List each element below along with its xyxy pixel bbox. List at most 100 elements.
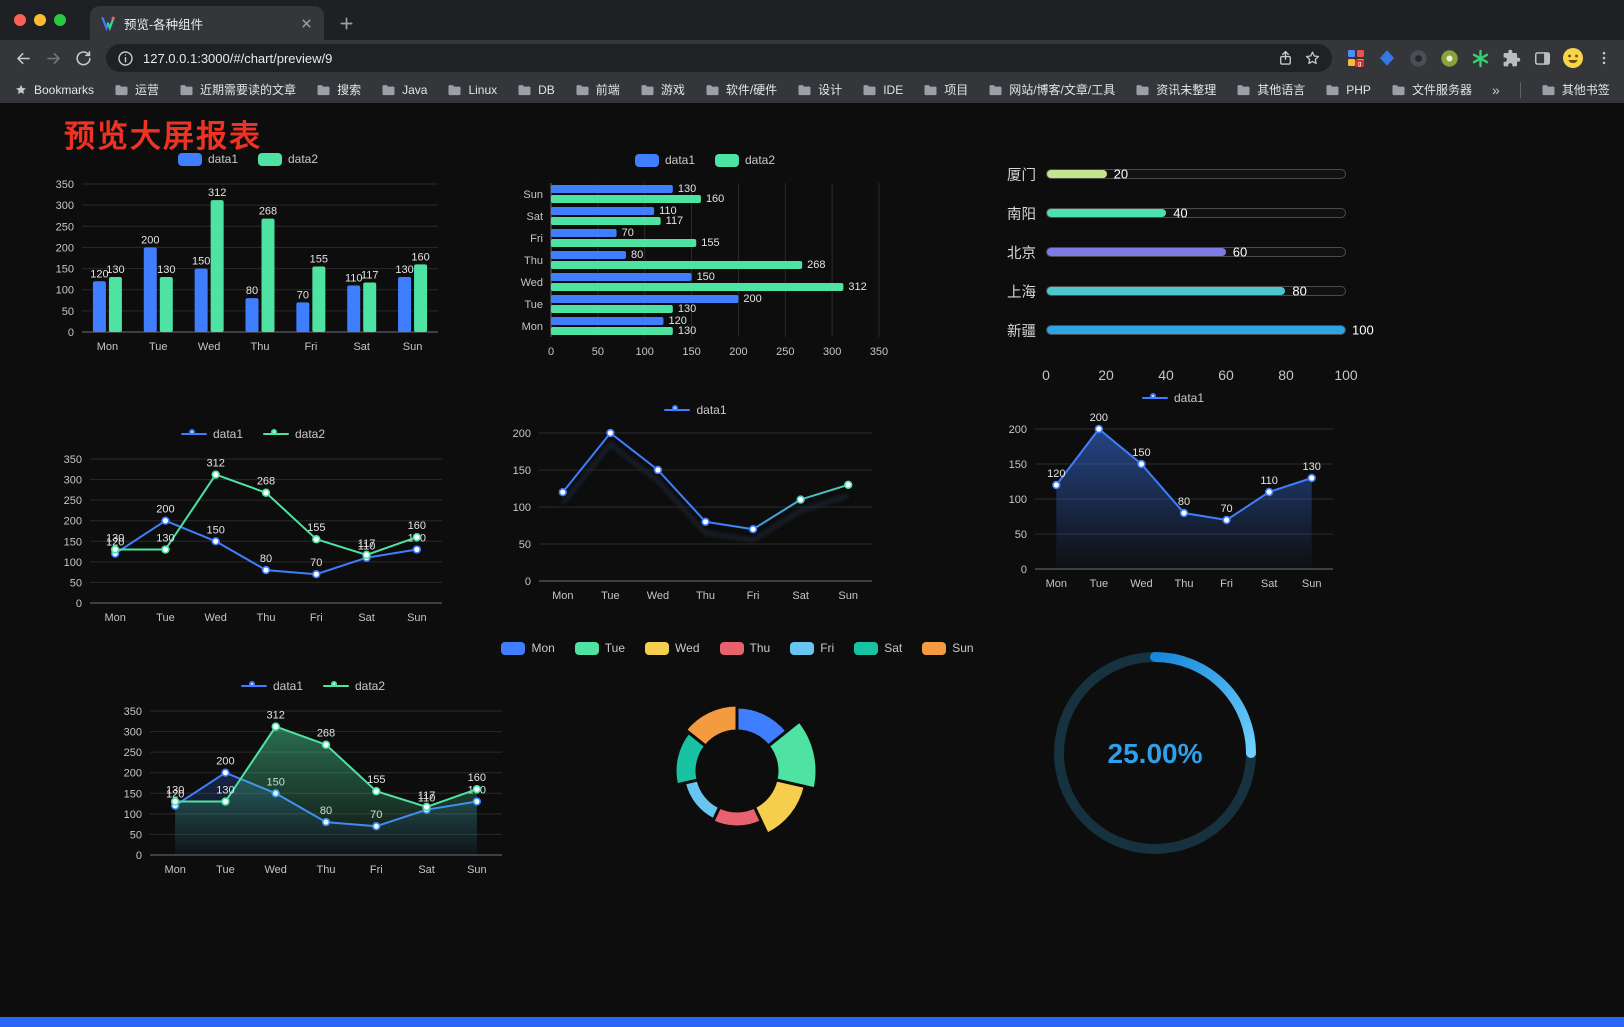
data-point-marker[interactable] [1307,473,1316,483]
bookmark-folder-item[interactable]: 资讯未整理 [1135,81,1216,98]
pie-slice[interactable] [752,778,807,836]
data-point-marker[interactable] [1137,459,1146,469]
bar[interactable] [551,283,844,291]
data-point-marker[interactable] [1094,424,1104,434]
legend-item[interactable]: data2 [258,152,318,166]
data-point-marker[interactable] [312,569,321,579]
pie-slice[interactable] [711,805,763,829]
bookmark-folder-item[interactable]: Java [381,83,427,97]
legend-item[interactable]: data1 [664,403,727,417]
tab-close-icon[interactable] [299,16,314,31]
legend-item[interactable]: Wed [645,641,700,655]
data-point-marker[interactable] [412,532,422,542]
data-point-marker[interactable] [271,722,280,731]
site-info-icon[interactable] [116,49,135,68]
progress-track[interactable]: 60 [1046,245,1346,260]
data-point-marker[interactable] [170,797,180,806]
data-point-marker[interactable] [372,787,381,796]
data-point-marker[interactable] [472,784,482,794]
data-point-marker[interactable] [161,545,170,554]
progress-track[interactable]: 80 [1046,284,1346,299]
bookmarks-root-item[interactable]: Bookmarks [14,83,94,97]
extensions-puzzle-icon[interactable] [1499,46,1523,70]
bar[interactable] [551,185,673,193]
data-point-marker[interactable] [362,550,371,560]
data-point-marker[interactable] [701,517,710,527]
bookmark-folder-item[interactable]: 文件服务器 [1391,81,1472,98]
bookmark-folder-item[interactable]: 网站/博客/文章/工具 [988,81,1115,98]
extension-green-star-icon[interactable] [1468,46,1492,70]
window-close-button[interactable] [14,14,26,26]
progress-track[interactable]: 40 [1046,206,1346,221]
legend-item[interactable]: data2 [323,679,385,693]
legend-item[interactable]: data1 [1141,391,1204,405]
bar[interactable] [551,195,701,203]
data-point-marker[interactable] [844,480,853,489]
bar[interactable] [551,327,673,335]
bar[interactable] [551,317,664,325]
legend-item[interactable]: data1 [177,152,238,166]
bookmark-folder-item[interactable]: 搜索 [316,81,361,98]
browser-menu-icon[interactable] [1592,46,1616,70]
data-point-marker[interactable] [1264,487,1274,497]
bookmark-folder-item[interactable]: 项目 [923,81,968,98]
bar[interactable] [108,277,122,332]
bar[interactable] [551,251,626,259]
bar[interactable] [312,266,326,332]
bar[interactable] [414,264,428,332]
data-point-marker[interactable] [422,802,431,812]
window-zoom-button[interactable] [54,14,66,26]
bar[interactable] [551,239,697,247]
address-bar[interactable]: 127.0.0.1:3000/#/chart/preview/9 [106,44,1332,72]
data-point-marker[interactable] [412,545,422,554]
bookmarks-overflow-chevron[interactable]: » [1492,82,1500,98]
legend-item[interactable]: data2 [263,427,325,441]
pie-slice[interactable] [683,703,739,748]
bar[interactable] [159,277,173,332]
data-point-marker[interactable] [653,465,663,475]
bar[interactable] [143,247,157,332]
data-point-marker[interactable] [558,487,567,497]
bookmark-folder-item[interactable]: 游戏 [640,81,685,98]
data-point-marker[interactable] [221,797,230,806]
bookmark-folder-item[interactable]: 前端 [575,81,620,98]
progress-track[interactable]: 20 [1046,167,1346,182]
legend-item[interactable]: data1 [180,427,243,441]
legend-item[interactable]: Mon [501,641,555,655]
legend-item[interactable]: Sun [922,641,974,655]
bar[interactable] [347,285,361,332]
data-point-marker[interactable] [211,470,220,479]
share-icon[interactable] [1276,49,1295,68]
back-button[interactable] [8,43,38,73]
window-minimize-button[interactable] [34,14,46,26]
data-point-marker[interactable] [1052,480,1061,490]
bar[interactable] [551,305,673,313]
legend-item[interactable]: Tue [574,641,625,655]
bar[interactable] [551,217,661,225]
bar[interactable] [363,282,377,332]
data-point-marker[interactable] [748,524,758,534]
bookmark-folder-item[interactable]: 其他语言 [1236,81,1305,98]
side-panel-icon[interactable] [1530,46,1554,70]
extension-green-circle-icon[interactable] [1437,46,1461,70]
extension-kite-icon[interactable] [1375,46,1399,70]
bar[interactable] [551,273,692,281]
profile-avatar[interactable] [1561,46,1585,70]
progress-track[interactable]: 100 [1046,323,1374,338]
bookmark-folder-item[interactable]: 设计 [797,81,842,98]
bar[interactable] [296,302,310,332]
legend-item[interactable]: Sat [854,641,902,655]
bookmark-folder-item[interactable]: 运营 [114,81,159,98]
data-point-marker[interactable] [221,768,230,777]
data-point-marker[interactable] [110,545,120,554]
bar[interactable] [194,268,208,332]
data-point-marker[interactable] [261,565,271,575]
gauge-progress-arc[interactable] [1150,652,1256,758]
other-bookmarks-item[interactable]: 其他书签 [1541,81,1610,98]
data-point-marker[interactable] [796,495,805,504]
data-point-marker[interactable] [321,740,331,749]
bar[interactable] [245,298,259,332]
extension-dark-circle-icon[interactable] [1406,46,1430,70]
bookmark-star-icon[interactable] [1303,49,1322,68]
legend-item[interactable]: data2 [715,153,775,167]
